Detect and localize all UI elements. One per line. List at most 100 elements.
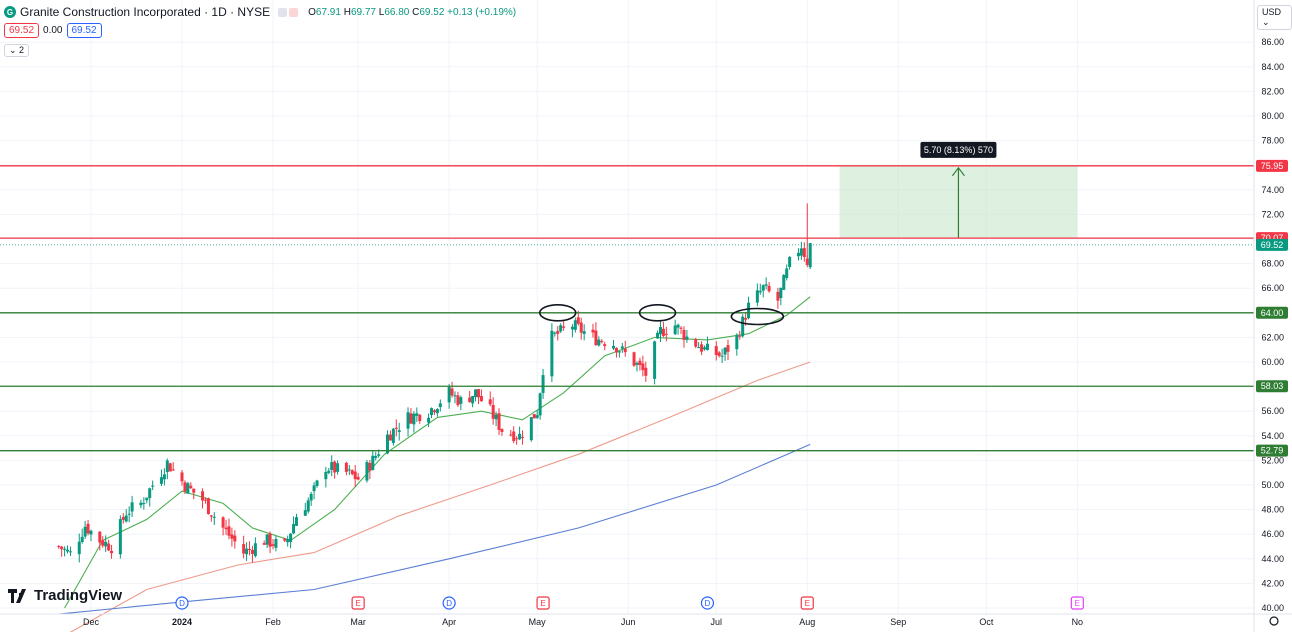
candle-body: [203, 499, 207, 501]
candle-body: [550, 330, 554, 377]
candles: [57, 203, 812, 563]
candle-body: [145, 497, 149, 501]
candle-body: [488, 399, 492, 405]
y-tick-label: 44.00: [1261, 554, 1284, 564]
candle-body: [230, 534, 234, 539]
candle-body: [394, 427, 398, 429]
candle-body: [741, 316, 745, 337]
candle-body: [347, 469, 351, 471]
x-tick-label: Apr: [442, 617, 456, 627]
y-tick-label: 78.00: [1261, 136, 1284, 146]
candle-body: [679, 327, 683, 329]
ellipse-annotation[interactable]: [538, 303, 577, 322]
earnings-marker-icon[interactable]: [800, 596, 814, 610]
candle-body: [57, 546, 61, 548]
candle-body: [579, 322, 583, 333]
ellipse-annotations[interactable]: [538, 303, 785, 326]
trade-values: 69.52 0.00 69.52: [4, 23, 102, 38]
candle-body: [576, 317, 580, 324]
candle-body: [356, 476, 360, 480]
brand-name: TradingView: [34, 587, 123, 604]
candle-body: [685, 336, 689, 340]
candle-body: [738, 335, 742, 337]
candle-body: [641, 363, 645, 371]
x-tick-label: Dec: [83, 617, 100, 627]
candle-body: [350, 470, 354, 475]
candle-body: [430, 408, 434, 416]
buy-button[interactable]: 69.52: [66, 23, 102, 38]
currency-select[interactable]: USD ⌄: [1257, 5, 1292, 30]
candle-body: [330, 462, 334, 470]
candle-body: [453, 395, 457, 397]
candle-body: [412, 413, 416, 425]
candle-body: [418, 414, 422, 422]
sell-button[interactable]: 69.52: [4, 23, 40, 38]
y-tick-label: 60.00: [1261, 357, 1284, 367]
candle-body: [374, 456, 378, 458]
measure-tool[interactable]: 5.70 (8.13%) 570: [839, 141, 1078, 239]
candle-body: [459, 397, 463, 404]
horizontal-lines[interactable]: [0, 165, 1254, 452]
x-tick-label: Sep: [890, 617, 906, 627]
dividend-marker-icon[interactable]: [442, 596, 456, 610]
event-marker-letter: E: [805, 599, 810, 608]
candle-body: [597, 339, 601, 346]
ellipse-annotation[interactable]: [730, 307, 785, 326]
candle-body: [432, 410, 436, 413]
candle-body: [248, 548, 252, 550]
event-marker-letter: D: [705, 599, 711, 608]
alert-icon[interactable]: [289, 7, 299, 17]
settings-gear-icon[interactable]: [1269, 616, 1279, 626]
candle-body: [767, 285, 771, 292]
candle-body: [336, 463, 340, 472]
candle-body: [127, 513, 131, 515]
price-tag-text: 70.07: [1261, 233, 1284, 243]
dividend-marker-icon[interactable]: [175, 596, 189, 610]
y-tick-label: 74.00: [1261, 185, 1284, 195]
y-tick-label: 82.00: [1261, 86, 1284, 96]
candle-body: [779, 287, 783, 299]
ellipse-annotation[interactable]: [638, 303, 677, 322]
candle-body: [614, 347, 618, 353]
y-tick-label: 40.00: [1261, 603, 1284, 613]
chart-header: G Granite Construction Incorporated · 1D…: [4, 4, 516, 20]
candle-body: [573, 320, 577, 330]
symbol-title[interactable]: Granite Construction Incorporated · 1D ·…: [20, 5, 271, 19]
candle-body: [427, 417, 431, 423]
candle-body: [110, 550, 114, 554]
candle-body: [168, 463, 172, 472]
candle-body: [253, 543, 257, 557]
candle-body: [717, 352, 721, 356]
candle-body: [80, 536, 84, 543]
event-marker-letter: D: [179, 599, 185, 608]
earnings-marker-icon[interactable]: [536, 596, 550, 610]
candle-body: [151, 485, 155, 487]
dividend-marker-icon[interactable]: [700, 596, 715, 610]
earnings-marker-icon[interactable]: [1070, 596, 1084, 610]
candle-body: [521, 436, 525, 438]
last-price-tag: [1256, 238, 1288, 251]
candle-body: [377, 454, 381, 456]
candle-body: [468, 397, 472, 403]
indicator-collapse-button[interactable]: ⌄ 2: [4, 44, 30, 57]
candle-body: [292, 524, 296, 534]
earnings-marker-icon[interactable]: [351, 596, 365, 610]
candle-body: [556, 331, 560, 334]
candle-body: [60, 546, 64, 550]
x-tick-label: Mar: [350, 617, 366, 627]
candle-body: [714, 346, 718, 355]
candle-body: [86, 523, 90, 534]
grid: [0, 0, 1254, 614]
compare-icon[interactable]: [278, 7, 288, 17]
candle-body: [515, 438, 519, 440]
candle-body: [130, 502, 134, 512]
candle-body: [796, 252, 800, 257]
event-marker-letter: D: [446, 599, 452, 608]
candle-body: [274, 538, 278, 548]
candle-body: [535, 415, 539, 418]
candle-body: [776, 291, 780, 301]
candle-body: [333, 461, 337, 473]
